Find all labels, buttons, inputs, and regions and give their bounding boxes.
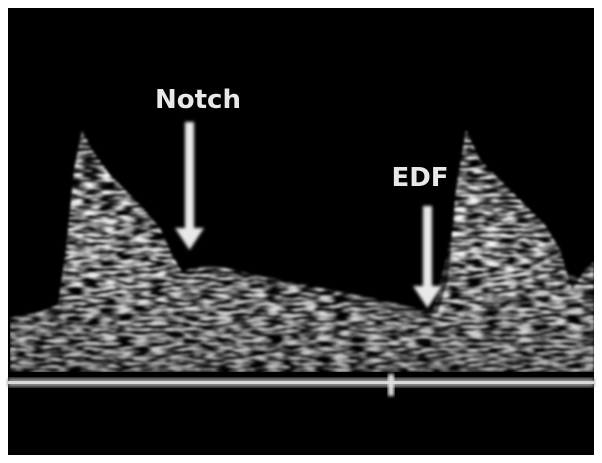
baseline-core — [8, 381, 594, 384]
doppler-image: Notch EDF — [0, 0, 602, 463]
baseline-marker — [388, 374, 394, 396]
notch-label: Notch — [155, 85, 241, 115]
edf-label: EDF — [391, 163, 448, 193]
